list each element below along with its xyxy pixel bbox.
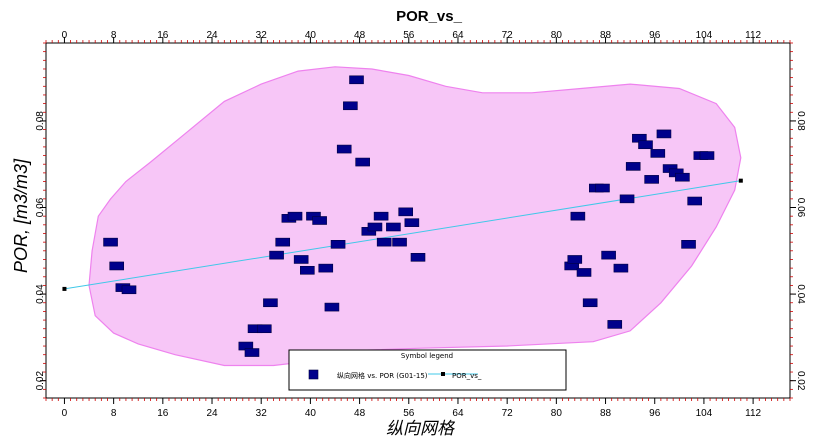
x-tick-label-bottom: 80 — [551, 408, 563, 419]
scatter-point — [398, 207, 414, 217]
scatter-point — [570, 211, 586, 221]
x-tick-label-bottom: 56 — [403, 408, 415, 419]
scatter-point — [349, 75, 364, 85]
scatter-point — [343, 101, 358, 111]
x-tick-label-top: 32 — [256, 30, 268, 41]
scatter-point — [244, 348, 260, 357]
scatter-point — [619, 194, 635, 204]
legend-label-scatter: 纵向网格 vs. POR (G01-15) — [337, 371, 428, 380]
scatter-point — [287, 211, 303, 221]
y-tick-label-right: 0.02 — [795, 371, 806, 391]
x-tick-label-top: 24 — [206, 30, 218, 41]
x-tick-label-bottom: 112 — [745, 408, 761, 419]
scatter-point — [269, 250, 284, 260]
plot-frame — [45, 42, 791, 399]
scatter-point — [410, 252, 426, 262]
scatter-point — [699, 151, 715, 160]
x-tick-label-bottom: 88 — [600, 408, 612, 419]
scatter-point — [582, 298, 598, 308]
legend-box — [288, 349, 567, 391]
scatter-point — [656, 129, 672, 139]
legend-swatch-scatter — [308, 369, 319, 380]
scatter-point — [376, 237, 392, 247]
scatter-point — [300, 265, 315, 275]
x-tick-label-top: 16 — [157, 30, 169, 41]
x-tick-label-top: 56 — [403, 30, 415, 41]
x-tick-label-top: 8 — [111, 30, 117, 41]
x-tick-label-bottom: 32 — [256, 408, 268, 419]
scatter-point — [386, 222, 401, 232]
scatter-point — [256, 324, 272, 334]
scatter-point — [675, 172, 690, 182]
scatter-point — [318, 263, 334, 273]
scatter-point — [607, 320, 623, 329]
x-tick-label-bottom: 16 — [157, 408, 169, 419]
scatter-point — [367, 222, 383, 232]
scatter-point — [601, 250, 616, 260]
scatter-point — [355, 157, 370, 167]
y-tick-label-right: 0.04 — [795, 284, 806, 304]
legend-swatch-line-marker — [441, 372, 445, 376]
y-tick-label-left: 0.06 — [35, 197, 46, 217]
scatter-point — [330, 240, 346, 249]
x-tick-label-top: 48 — [354, 30, 366, 41]
scatter-point — [109, 261, 125, 271]
x-tick-label-bottom: 0 — [62, 408, 68, 419]
y-tick-label-left: 0.02 — [35, 371, 46, 391]
x-tick-label-bottom: 64 — [452, 408, 464, 419]
scatter-point — [121, 285, 137, 295]
scatter-point — [681, 240, 696, 249]
x-tick-label-top: 88 — [600, 30, 612, 41]
x-tick-label-top: 0 — [62, 30, 68, 41]
scatter-point — [567, 255, 583, 264]
x-tick-label-top: 64 — [452, 30, 464, 41]
x-tick-label-bottom: 72 — [502, 408, 514, 419]
x-axis-label: 纵向网格 — [386, 419, 456, 439]
x-tick-label-bottom: 40 — [305, 408, 317, 419]
chart-title: POR_vs_ — [396, 8, 463, 25]
x-tick-label-top: 112 — [745, 30, 761, 41]
scatter-point — [613, 263, 629, 273]
scatter-point — [312, 216, 327, 225]
scatter-point — [638, 140, 653, 150]
y-tick-label-left: 0.04 — [35, 284, 46, 304]
x-tick-label-top: 80 — [551, 30, 563, 41]
scatter-point — [687, 196, 702, 206]
x-tick-label-bottom: 48 — [354, 408, 366, 419]
y-tick-label-left: 0.08 — [35, 111, 46, 131]
line-endpoint-marker — [738, 178, 743, 183]
x-tick-label-bottom: 96 — [649, 408, 661, 419]
scatter-point — [275, 237, 291, 247]
y-axis-label: POR, [m3/m3] — [11, 158, 31, 273]
envelope-polygon — [88, 66, 742, 367]
scatter-point — [392, 237, 407, 247]
x-tick-label-top: 40 — [305, 30, 317, 41]
y-tick-label-right: 0.06 — [795, 198, 806, 218]
scatter-point — [103, 237, 118, 247]
x-tick-label-bottom: 104 — [696, 408, 713, 419]
x-tick-label-bottom: 24 — [206, 408, 218, 419]
line-endpoint-marker — [62, 286, 67, 291]
scatter-point — [336, 144, 352, 154]
legend-title: Symbol legend — [401, 352, 453, 360]
scatter-point — [625, 162, 641, 171]
scatter-point — [373, 211, 389, 221]
x-tick-label-top: 104 — [696, 30, 713, 41]
scatter-point — [263, 298, 278, 308]
legend: Symbol legend 纵向网格 vs. POR (G01-15) POR_vs… — [288, 349, 567, 391]
scatter-point — [324, 302, 340, 312]
scatter-point — [404, 218, 420, 227]
scatter-point — [650, 149, 666, 158]
x-tick-label-bottom: 8 — [111, 408, 117, 419]
y-tick-label-right: 0.08 — [795, 111, 806, 131]
scatter-point — [644, 175, 659, 184]
scatter-point — [293, 255, 309, 264]
x-tick-label-top: 96 — [649, 30, 661, 41]
scatter-point — [595, 183, 610, 193]
scatter-point — [576, 268, 592, 277]
legend-label-line: POR_vs_ — [452, 372, 482, 380]
x-tick-label-top: 72 — [502, 30, 514, 41]
